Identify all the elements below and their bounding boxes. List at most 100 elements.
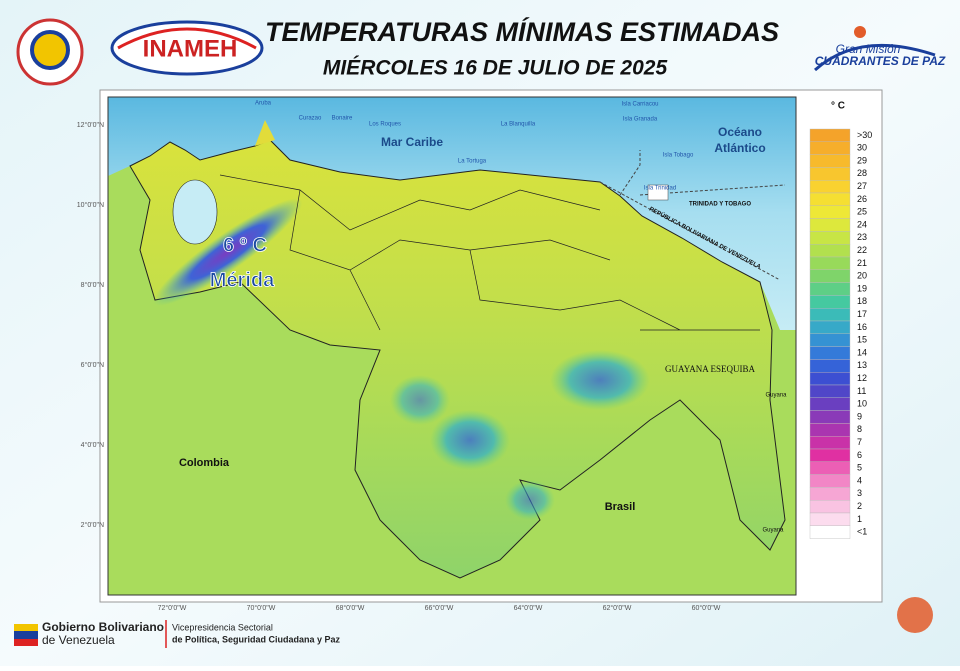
map-label: Brasil: [605, 501, 636, 513]
legend-swatch: [809, 269, 851, 283]
legend-label: 29: [857, 155, 867, 165]
map-label: Mar Caribe: [381, 135, 443, 149]
anniversary-logo: [897, 597, 933, 633]
legend-swatch: [809, 295, 851, 309]
legend-label: 2: [857, 501, 862, 511]
legend-label: 19: [857, 283, 867, 293]
legend-swatch: [809, 167, 851, 181]
legend-unit: ° C: [831, 101, 845, 112]
legend-swatch: [809, 256, 851, 271]
legend-swatch: [809, 474, 851, 488]
graticule-labels: 12°0'0"N 10°0'0"N 8°0'0"N 6°0'0"N 4°0'0"N 2°0…: [77, 121, 721, 612]
subtitle: MIÉRCOLES 16 DE JULIO DE 2025: [323, 57, 668, 80]
legend-label: 25: [857, 207, 867, 217]
legend-swatch: [809, 372, 851, 386]
legend-label: 27: [857, 181, 867, 191]
legend-label: 9: [857, 411, 862, 421]
legend-label: 13: [857, 360, 867, 370]
map-label: Isla Carriacou: [621, 102, 658, 108]
map-label: Los Roques: [369, 122, 401, 128]
lon-label: 66°0'0"W: [425, 604, 454, 612]
footer-gov: de Venezuela: [42, 633, 115, 647]
legend-swatch: [809, 397, 851, 411]
inameh-arc: [117, 27, 257, 50]
map-label: Guyana: [765, 393, 787, 399]
map-label: La Blanquilla: [501, 122, 536, 128]
lon-label: 68°0'0"W: [336, 604, 365, 612]
map-label: Bonaire: [332, 116, 353, 122]
legend-swatch: [809, 128, 851, 143]
legend-label: 3: [857, 488, 862, 498]
map-label: Isla Tobago: [663, 153, 694, 159]
map-label: Atlántico: [714, 141, 765, 155]
legend-label: 15: [857, 335, 867, 345]
map-label: Curazao: [299, 116, 322, 122]
cold-area: [505, 480, 555, 520]
sea: [108, 97, 796, 330]
legend-label: <1: [857, 527, 867, 537]
lat-label: 12°0'0"N: [77, 121, 104, 129]
legend-swatch: [809, 333, 851, 347]
map-label: Colombia: [179, 457, 230, 469]
legend-swatch: [809, 423, 851, 437]
map-label: Océano: [718, 125, 762, 139]
map-label: Isla Trinidad: [644, 186, 676, 192]
map-label: Aruba: [255, 101, 272, 107]
lat-label: 4°0'0"N: [81, 441, 104, 449]
legend-label: 14: [857, 347, 867, 357]
legend-label: 16: [857, 322, 867, 332]
lon-label: 70°0'0"W: [247, 604, 276, 612]
legend-swatch: [809, 141, 851, 155]
cold-area: [550, 350, 650, 410]
legend-label: 21: [857, 258, 867, 268]
legend-swatch: [809, 192, 851, 207]
legend-swatch: [809, 500, 851, 514]
legend-swatch: [809, 436, 851, 450]
map-label: GUAYANA ESEQUIBA: [665, 364, 755, 374]
legend-label: 5: [857, 463, 862, 473]
legend-label: 4: [857, 475, 862, 485]
state-borders: [219, 174, 760, 331]
right-logo-dot: [854, 26, 866, 38]
right-logo-bottom: CUADRANTES DE PAZ: [815, 54, 946, 68]
lake-maracaibo: [172, 179, 218, 245]
footer-vice: Vicepresidencia Sectorial: [172, 622, 273, 632]
legend-swatch: [809, 308, 851, 322]
legend-label: 10: [857, 399, 867, 409]
lon-label: 60°0'0"W: [692, 604, 721, 612]
lon-label: 72°0'0"W: [158, 604, 187, 612]
legend-label: 6: [857, 450, 862, 460]
footer-vice: de Política, Seguridad Ciudadana y Paz: [172, 634, 341, 644]
legend-label: 8: [857, 424, 862, 434]
flag-stripe: [14, 639, 38, 646]
legend-swatch: [809, 179, 851, 194]
legend-label: 7: [857, 437, 862, 447]
annotation-value: 6 º C: [223, 234, 267, 256]
legend-label: 30: [857, 143, 867, 153]
lon-label: 62°0'0"W: [603, 604, 632, 612]
legend-swatch: [809, 410, 851, 424]
legend-swatch: [809, 231, 851, 245]
cold-area: [390, 375, 450, 425]
right-logo-arc: [814, 43, 936, 72]
legend-label: 20: [857, 271, 867, 281]
legend-label: 23: [857, 232, 867, 242]
flag-stripe: [14, 631, 38, 639]
andes-cold: [153, 198, 303, 306]
legend-swatch: [809, 218, 851, 232]
lon-label: 64°0'0"W: [514, 604, 543, 612]
trinidad-island: [647, 184, 669, 201]
map-border: [107, 96, 797, 596]
legend-swatch: [809, 320, 851, 335]
legend-label: 22: [857, 245, 867, 255]
legend: >303029282726252423222120191817161514131…: [809, 128, 872, 539]
cold-area: [430, 410, 510, 470]
legend-label: 18: [857, 296, 867, 306]
map-label: Guyana: [762, 528, 784, 534]
legend-swatch: [809, 154, 851, 168]
left-emblem-inner: [30, 30, 70, 70]
paraguana: [255, 120, 275, 146]
legend-swatch: [809, 461, 851, 475]
legend-swatch: [809, 525, 851, 539]
